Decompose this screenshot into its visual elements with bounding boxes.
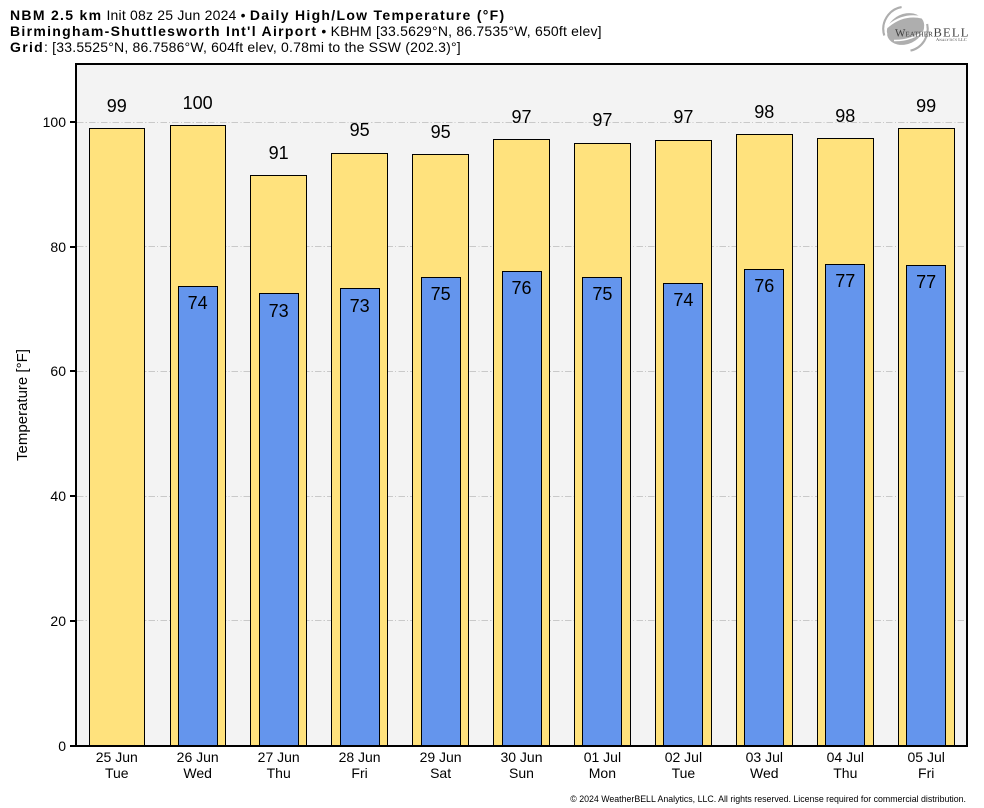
svg-text:BELL: BELL [934, 26, 970, 40]
svg-text:WEATHER: WEATHER [895, 28, 933, 40]
svg-text:ANALYTICS LLC: ANALYTICS LLC [936, 37, 967, 42]
